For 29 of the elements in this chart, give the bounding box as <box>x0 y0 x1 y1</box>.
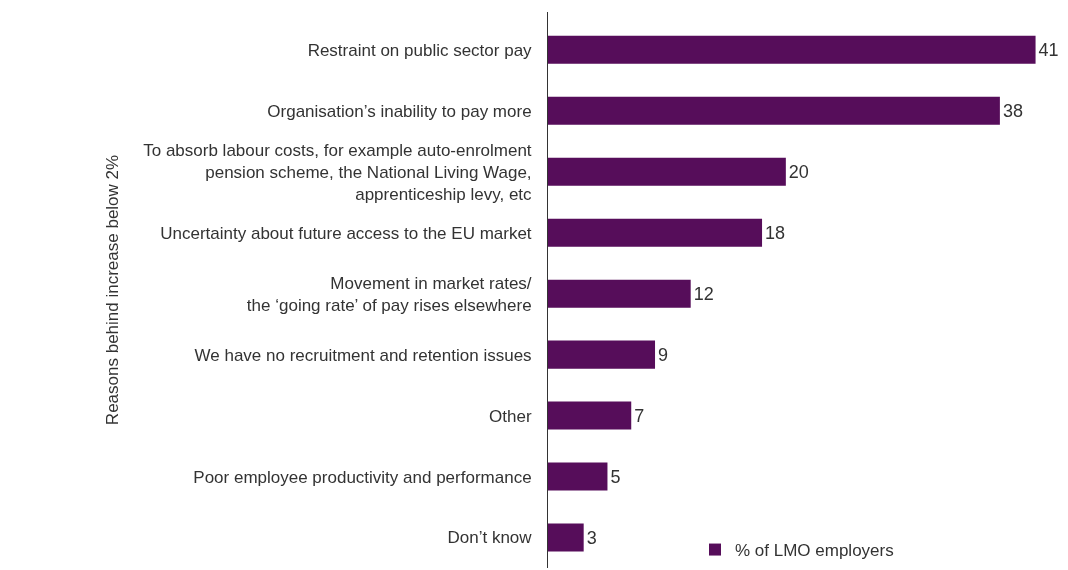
bar <box>548 35 1036 64</box>
bar <box>548 157 786 186</box>
bar <box>548 401 632 430</box>
data-label: 3 <box>586 527 597 548</box>
y-tick-label: Organisation’s inability to pay more <box>267 101 532 121</box>
bar <box>548 523 584 552</box>
y-axis-title: Reasons behind increase below 2% <box>102 154 122 426</box>
data-label: 20 <box>788 161 809 182</box>
bar <box>548 340 656 369</box>
y-tick-label: Uncertainty about future access to the EU market <box>160 223 532 243</box>
data-label: 9 <box>658 344 669 365</box>
bar <box>548 96 1000 125</box>
data-label: 38 <box>1002 100 1023 121</box>
data-label: 18 <box>765 222 786 243</box>
y-tick-label: We have no recruitment and retention issues <box>194 345 532 365</box>
data-label: 41 <box>1038 39 1059 60</box>
y-tick-label: Don’t know <box>447 528 533 548</box>
data-label: 5 <box>610 466 621 487</box>
bar <box>548 462 608 491</box>
y-tick-label: Movement in market rates/ the ‘going rate’ of pay rises elsewhere <box>246 273 532 315</box>
data-label: 12 <box>693 283 714 304</box>
legend-label: % of LMO employers <box>735 541 894 561</box>
y-tick-label: Poor employee productivity and performance <box>193 467 532 487</box>
y-tick-label: To absorb labour costs, for example auto-enrolment pension scheme, the National Living Wage, apprenticeship levy, etc <box>143 140 533 204</box>
bar <box>548 218 763 247</box>
y-tick-label: Restraint on public sector pay <box>307 40 533 60</box>
y-tick-label: Other <box>489 406 532 426</box>
data-label: 7 <box>634 405 645 426</box>
bar <box>548 279 691 308</box>
